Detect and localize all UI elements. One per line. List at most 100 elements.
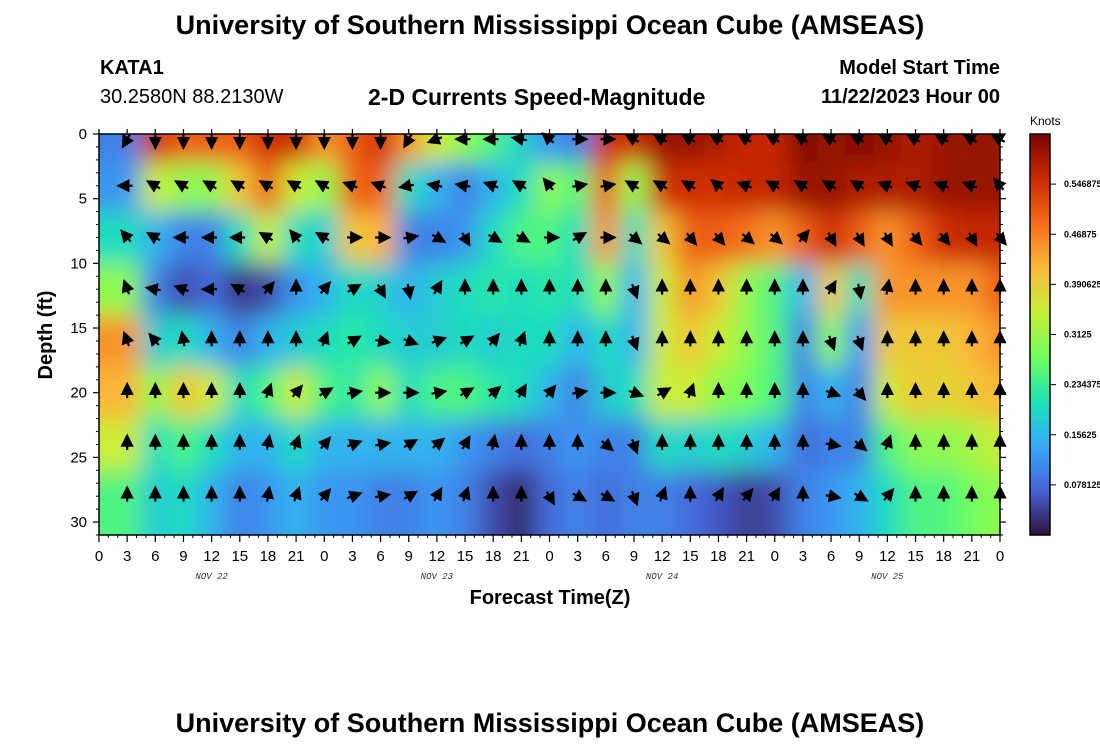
current-arrow [318,387,334,400]
current-arrow [683,231,698,246]
current-arrow [740,487,754,503]
x-tick-label: 3 [799,548,807,565]
heatmap-cell [99,162,115,213]
current-arrow [852,283,866,300]
current-arrow [177,330,191,347]
x-tick-label: 15 [457,548,474,565]
heatmap-cell [169,162,199,213]
y-axis: 0 5 10 15 20 25 30 [70,126,1006,536]
current-arrow [711,486,724,502]
current-arrow [286,180,302,193]
current-arrow [370,180,387,193]
x-tick-label: 6 [827,548,835,565]
current-arrow [289,229,303,244]
current-arrow [516,230,531,243]
x-tick-label: 12 [203,548,220,565]
heatmap-cell [99,366,115,420]
current-arrow [825,437,842,451]
current-arrow [793,180,809,193]
current-arrow [289,384,304,399]
current-arrow [825,489,842,503]
current-arrow [572,489,588,502]
heatmap-cell [985,418,1000,472]
heatmap-cell [99,470,115,535]
current-arrow [403,133,416,149]
current-arrow [430,279,443,295]
heatmap-cell [873,470,903,535]
page-title: University of Southern Mississippi Ocean… [175,10,925,40]
x-tick-label: 21 [738,548,755,565]
current-arrow [796,229,810,244]
current-arrow [346,386,364,400]
date-label: NOV 22 [195,572,228,582]
current-arrow [317,436,332,451]
x-axis: 0 3 6 9 12 15 18 21 0 3 6 9 12 15 18 21 0 3 6 9 12 15 18 21 0 3 6 9… [95,129,1004,582]
heatmap-cell [253,162,284,213]
heatmap-cell [99,315,115,368]
current-arrow [121,278,135,295]
currents-heatmap-chart: 0 3 6 9 12 15 18 21 0 3 6 9 12 15 18 21 0 3 6 9 12 15 18 21 0 3 6 9… [35,114,1100,609]
current-arrow [373,283,387,299]
colorbar-tick-label: 0.3125 [1064,330,1092,340]
heatmap-cell [99,134,115,164]
y-tick-label: 20 [70,385,87,402]
current-arrow [289,485,302,502]
x-tick-label: 12 [654,548,671,565]
current-arrow [708,133,724,147]
current-arrow [600,489,616,502]
y-tick-label: 10 [70,255,87,272]
current-arrow [710,178,725,193]
current-arrow [626,490,640,507]
current-arrow [148,332,162,347]
current-arrow [680,180,696,193]
chart-subtitle: 2-D Currents Speed-Magnitude [368,84,706,110]
current-arrow [961,180,978,193]
current-arrow [403,439,419,452]
current-arrow [740,230,755,245]
colorbar-tick-label: 0.546875 [1064,179,1100,189]
station-coordinates: 30.2580N 88.2130W [100,86,284,108]
heatmap-cell [929,470,959,535]
colorbar-tick-label: 0.46875 [1064,229,1097,239]
current-arrow [652,133,668,147]
heatmap-cell [732,162,762,213]
current-arrow [877,180,893,193]
heatmap-cell [816,470,847,535]
x-tick-label: 18 [485,548,502,565]
heatmap-cell [985,211,1000,265]
x-tick-label: 0 [996,548,1004,565]
heatmap-cell [648,162,678,213]
current-arrow [230,180,246,193]
x-tick-label: 3 [573,548,581,565]
x-axis-title: Forecast Time(Z) [470,587,631,609]
current-arrow [852,335,865,352]
current-arrow [542,384,557,399]
current-arrow [459,335,475,348]
current-arrow [430,437,446,451]
current-arrow [317,280,332,296]
heatmap-cell [141,162,171,213]
current-arrow [655,485,668,502]
colorbar-gradient [1029,133,1051,536]
current-arrow [627,230,643,245]
current-arrow [514,383,527,399]
current-arrow [482,180,499,193]
heatmap-cell [422,470,452,535]
current-arrow [825,385,842,399]
current-arrow [174,180,189,193]
current-arrow [765,180,781,193]
current-arrow [680,133,696,147]
heatmap-cell [197,162,227,213]
current-arrow [458,435,471,450]
date-label: NOV 25 [871,572,904,582]
model-start-label: Model Start Time [839,57,1000,79]
current-arrow [853,437,868,452]
heatmap-cell [788,162,818,213]
current-arrow [821,180,837,193]
heatmap-cell [450,162,481,213]
heatmap-cell [197,470,227,535]
heatmap-cell [225,470,255,535]
heatmap-cell [394,162,424,213]
x-tick-label: 0 [771,548,779,565]
current-arrow [401,283,415,300]
